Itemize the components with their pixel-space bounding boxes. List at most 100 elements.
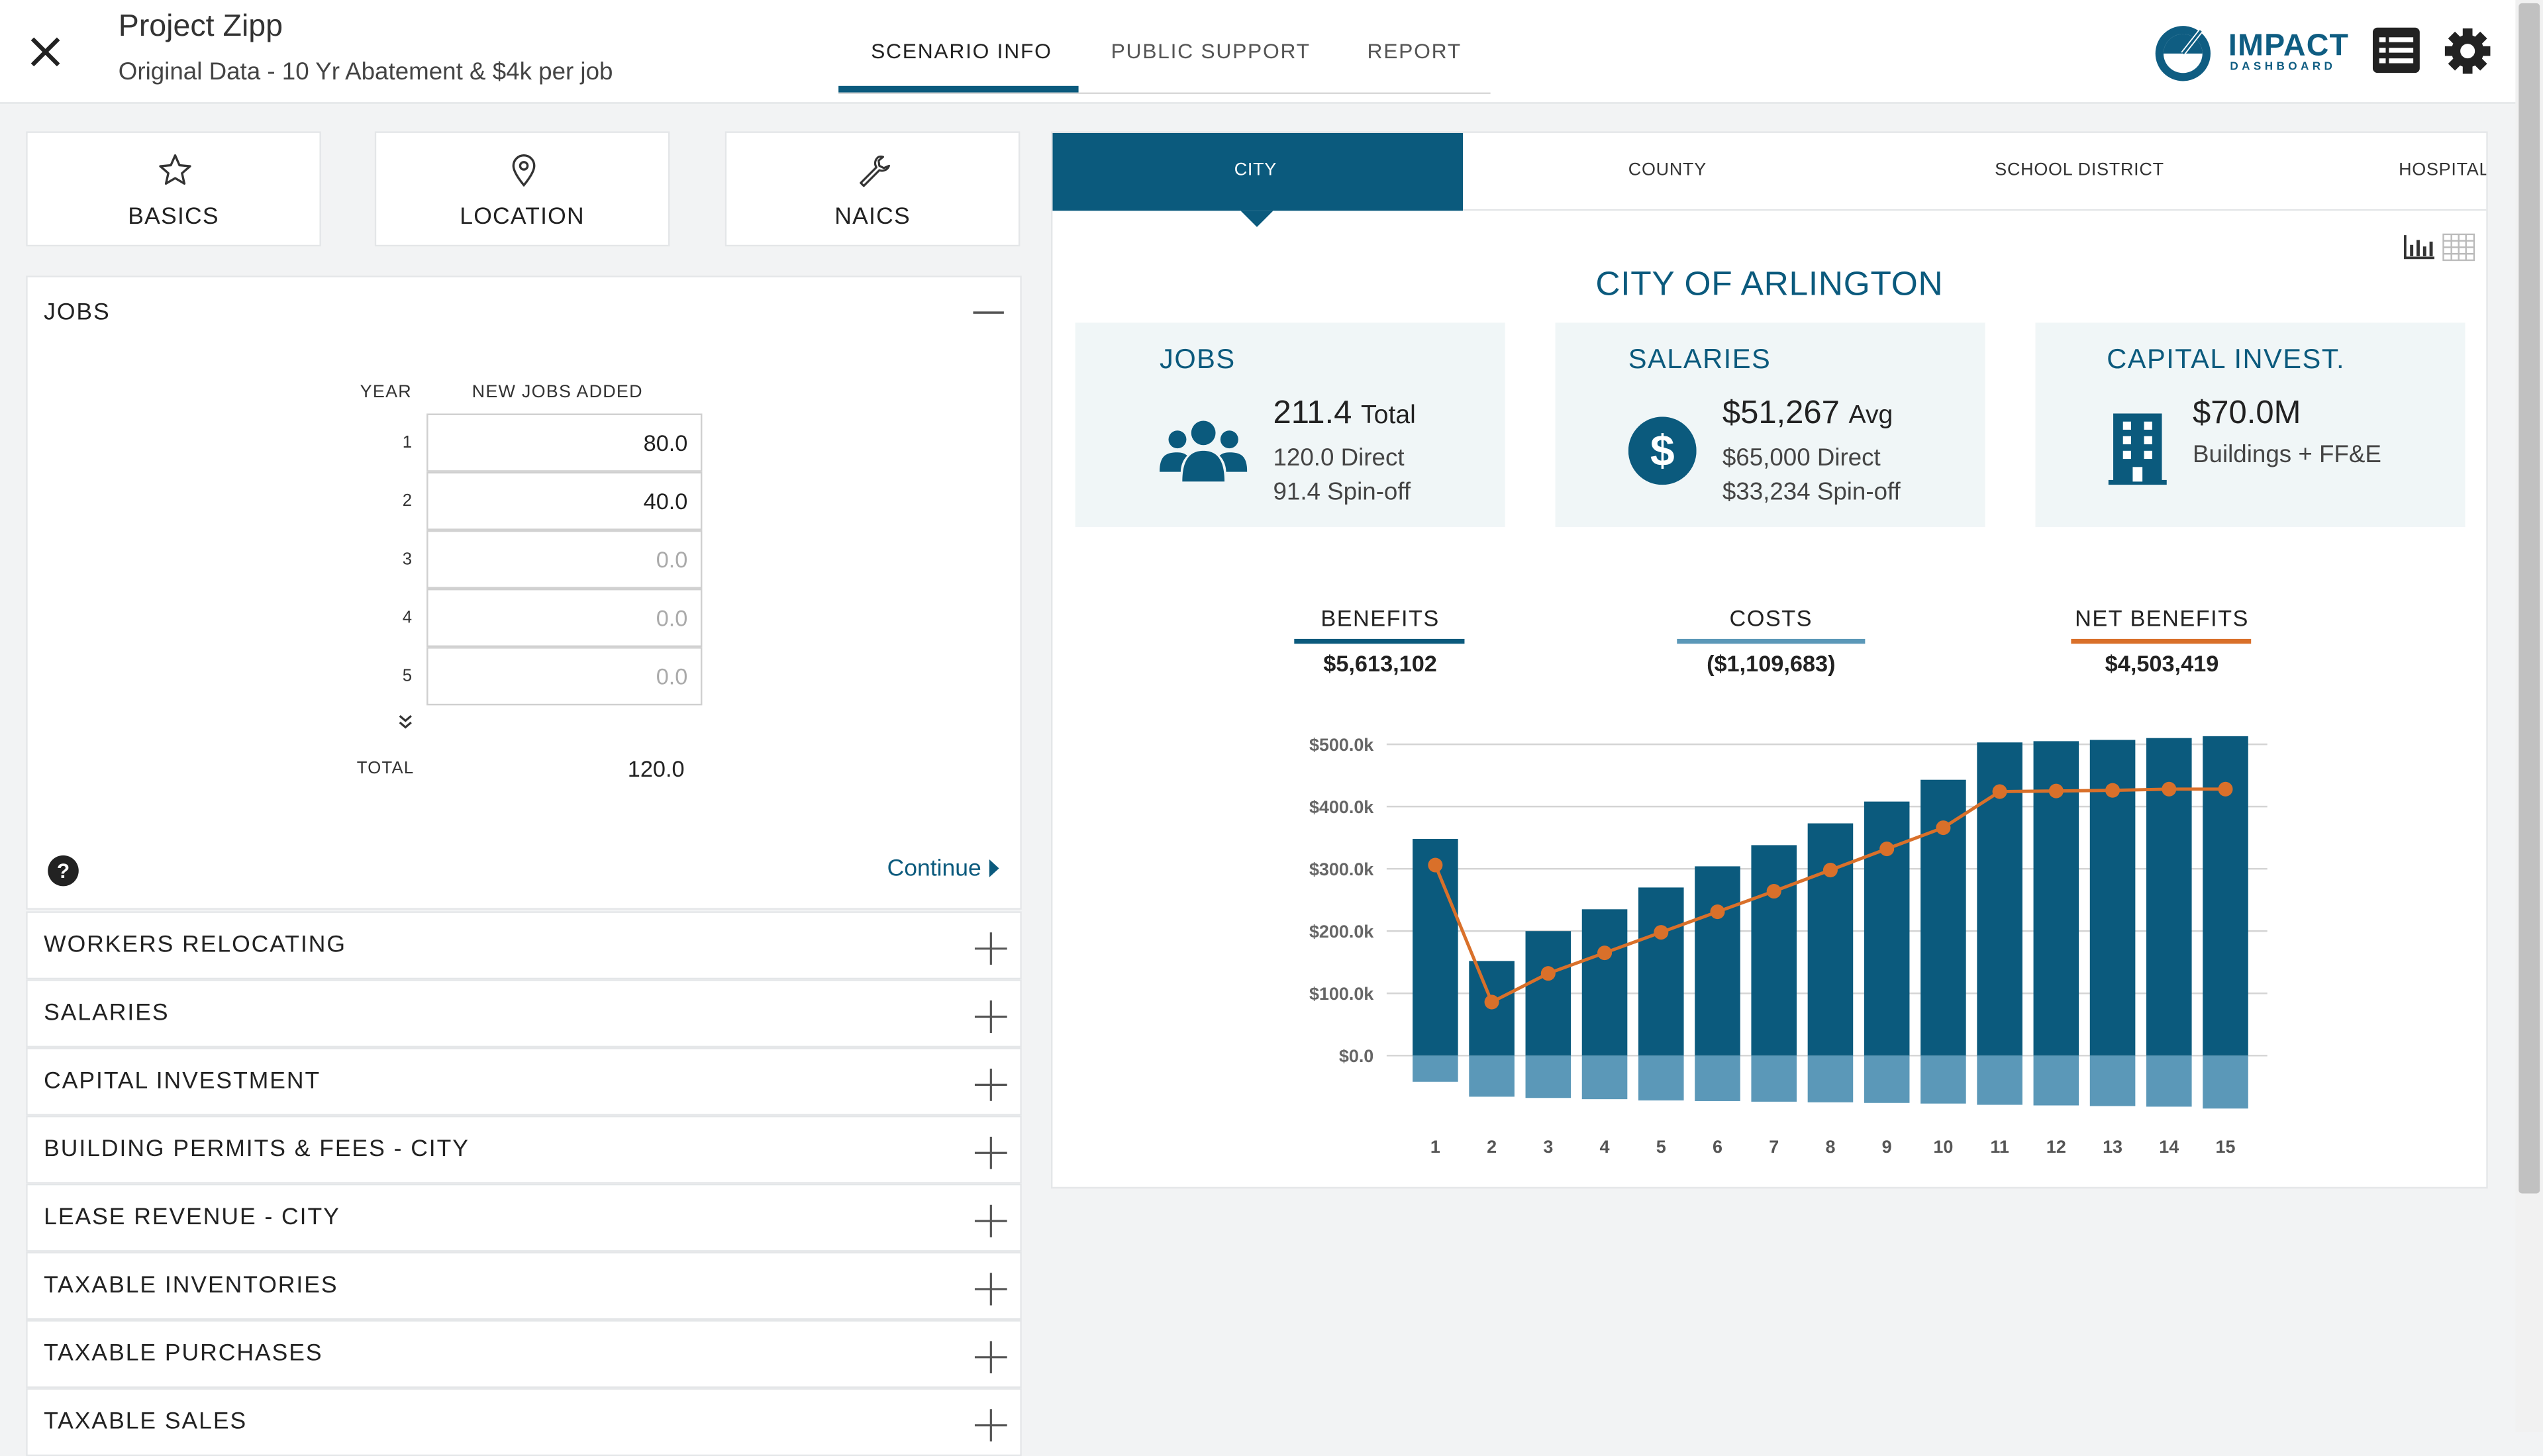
gov-tab-label: SCHOOL DISTRICT [1995,160,2164,180]
users-group-icon [1160,420,1248,482]
capital-total: $70.0M [2193,395,2301,432]
basics-label: BASICS [128,204,219,230]
x-tick-label: 12 [2046,1137,2066,1157]
close-icon[interactable] [26,32,65,72]
benefits-underline [1294,638,1465,644]
capital-description: Buildings + FF&E [2193,441,2381,469]
tab-scenario-info[interactable]: SCENARIO INFO [871,38,1052,64]
y-tick-label: $300.0k [1309,859,1373,879]
list-view-icon[interactable] [2372,27,2420,73]
gov-tab-school-district[interactable]: SCHOOL DISTRICT [1873,133,2284,211]
accordion-workers-relocating[interactable]: WORKERS RELOCATING [26,911,1022,980]
accordion-label: LEASE REVENUE - CITY [44,1204,340,1231]
svg-text:?: ? [57,859,70,883]
net-benefits-point [1992,784,2007,799]
net-benefits-underline [2071,638,2252,644]
bar-chart-view-icon[interactable] [2403,234,2436,260]
x-tick-label: 1 [1430,1137,1440,1157]
accordion-salaries[interactable]: SALARIES [26,979,1022,1048]
benefit-bar [1695,866,1740,1056]
net-benefits-point [1710,904,1725,920]
y-tick-label: $200.0k [1309,922,1373,942]
new-jobs-column-header: NEW JOBS ADDED [472,382,643,403]
benefit-bar [1751,845,1797,1056]
accordion-taxable-purchases[interactable]: TAXABLE PURCHASES [26,1320,1022,1388]
accordion-taxable-sales[interactable]: TAXABLE SALES [26,1388,1022,1456]
x-tick-label: 8 [1825,1137,1835,1157]
plus-icon [974,1068,1007,1101]
jobs-total: 211.4 Total [1273,396,1415,433]
cost-bar [1581,1055,1628,1100]
basics-card[interactable]: BASICS [26,131,321,247]
total-label: TOTAL [356,759,415,779]
accordion-capital-investment[interactable]: CAPITAL INVESTMENT [26,1047,1022,1116]
year-label: 1 [402,432,413,453]
net-benefits-point [1597,946,1613,961]
salaries-direct: $65,000 Direct [1722,444,1881,472]
cost-bar [1751,1055,1797,1102]
location-card[interactable]: LOCATION [374,131,670,247]
cost-bar [2203,1055,2248,1109]
jobs-input-year-5[interactable] [426,647,703,706]
cost-bar [1920,1055,1966,1104]
year-label: 5 [402,666,413,686]
gov-tab-hospital[interactable]: HOSPITAL [2283,133,2488,211]
net-benefits-point [2218,781,2233,797]
gov-tab-county[interactable]: COUNTY [1463,133,1873,211]
costs-value: ($1,109,683) [1707,650,1836,677]
y-tick-label: $100.0k [1309,984,1373,1004]
jobs-input-year-3[interactable] [426,530,703,589]
gov-tab-label: HOSPITAL [2399,160,2488,180]
cost-bar [1695,1055,1740,1101]
accordion-lease-revenue[interactable]: LEASE REVENUE - CITY [26,1183,1022,1252]
plus-icon [974,1204,1007,1238]
accordion-label: BUILDING PERMITS & FEES - CITY [44,1136,470,1163]
star-icon [159,154,191,185]
y-tick-label: $0.0 [1339,1046,1373,1066]
accordion-label: WORKERS RELOCATING [44,932,346,959]
project-title: Project Zipp [118,9,283,44]
jobs-stat-card: JOBS 211.4 Total 120.0 Direct 91.4 Spin-… [1075,322,1505,527]
help-icon[interactable]: ? [47,855,79,887]
accordion-label: TAXABLE INVENTORIES [44,1273,338,1299]
salaries-avg: $51,267 Avg [1722,396,1893,433]
jobs-input-year-4[interactable] [426,588,703,648]
costs-label: COSTS [1729,605,1813,631]
benefit-bar [1525,931,1571,1056]
results-panel: CITY COUNTY SCHOOL DISTRICT HOSPITAL CIT… [1050,131,2488,1189]
jobs-stat-title: JOBS [1160,344,1236,375]
cost-bar [1469,1055,1515,1097]
net-benefits-point [1822,863,1838,878]
jobs-direct: 120.0 Direct [1273,444,1405,472]
naics-label: NAICS [834,204,911,230]
expand-rows-chevron-icon[interactable] [397,714,413,730]
page-scrollbar-thumb[interactable] [2518,3,2540,1194]
tab-public-support[interactable]: PUBLIC SUPPORT [1111,38,1311,64]
jobs-input-year-2[interactable] [426,471,703,530]
net-benefits-point [1540,966,1556,981]
jobs-input-year-1[interactable] [426,413,703,472]
benefit-bar [1638,887,1684,1056]
map-pin-icon [512,154,536,187]
year-label: 3 [402,550,413,569]
x-tick-label: 14 [2159,1137,2179,1157]
cost-bar [2033,1055,2079,1106]
table-view-icon[interactable] [2442,233,2475,262]
active-tab-indicator [838,85,1079,93]
gov-tab-city[interactable]: CITY [1052,132,1463,211]
accordion-taxable-inventories[interactable]: TAXABLE INVENTORIES [26,1251,1022,1320]
gear-icon[interactable] [2444,28,2491,75]
cost-bar [1807,1055,1854,1102]
tab-report[interactable]: REPORT [1367,38,1462,64]
net-benefits-label: NET BENEFITS [2075,605,2249,631]
accordion-building-permits-fees[interactable]: BUILDING PERMITS & FEES - CITY [26,1115,1022,1184]
collapse-minus-icon[interactable] [973,311,1004,315]
net-benefits-point [1484,995,1499,1010]
naics-card[interactable]: NAICS [724,131,1021,247]
net-benefits-point [1428,857,1443,873]
salaries-spinoff: $33,234 Spin-off [1722,478,1901,507]
accordion-label: TAXABLE SALES [44,1409,248,1435]
year-label: 4 [402,608,413,628]
x-tick-label: 5 [1656,1137,1666,1157]
continue-button[interactable]: Continue [887,856,1001,882]
